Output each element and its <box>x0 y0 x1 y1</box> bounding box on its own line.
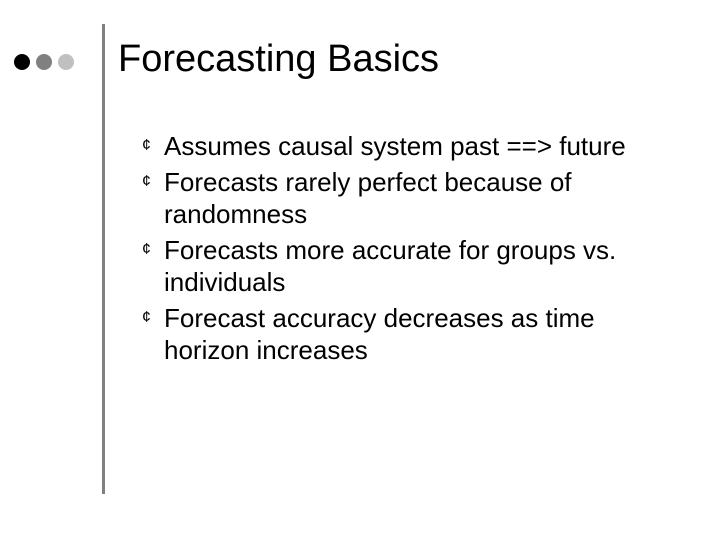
slide-title: Forecasting Basics <box>118 38 439 81</box>
list-item: ¢ Assumes causal system past ==> future <box>142 130 682 162</box>
decorator-dots <box>14 54 74 70</box>
list-item: ¢ Forecast accuracy decreases as time ho… <box>142 302 682 366</box>
list-item: ¢ Forecasts rarely perfect because of ra… <box>142 166 682 230</box>
dot-3-icon <box>58 54 74 70</box>
bullet-marker-icon: ¢ <box>142 130 164 162</box>
bullet-marker-icon: ¢ <box>142 234 164 266</box>
list-item: ¢ Forecasts more accurate for groups vs.… <box>142 234 682 298</box>
bullet-text: Forecast accuracy decreases as time hori… <box>164 302 682 366</box>
bullet-marker-icon: ¢ <box>142 302 164 334</box>
bullet-text: Assumes causal system past ==> future <box>164 130 682 162</box>
bullet-text: Forecasts rarely perfect because of rand… <box>164 166 682 230</box>
bullet-list: ¢ Assumes causal system past ==> future … <box>142 130 682 370</box>
slide: Forecasting Basics ¢ Assumes causal syst… <box>0 0 720 540</box>
bullet-marker-icon: ¢ <box>142 166 164 198</box>
dot-2-icon <box>36 54 52 70</box>
bullet-text: Forecasts more accurate for groups vs. i… <box>164 234 682 298</box>
dot-1-icon <box>14 54 30 70</box>
vertical-divider <box>102 24 105 494</box>
